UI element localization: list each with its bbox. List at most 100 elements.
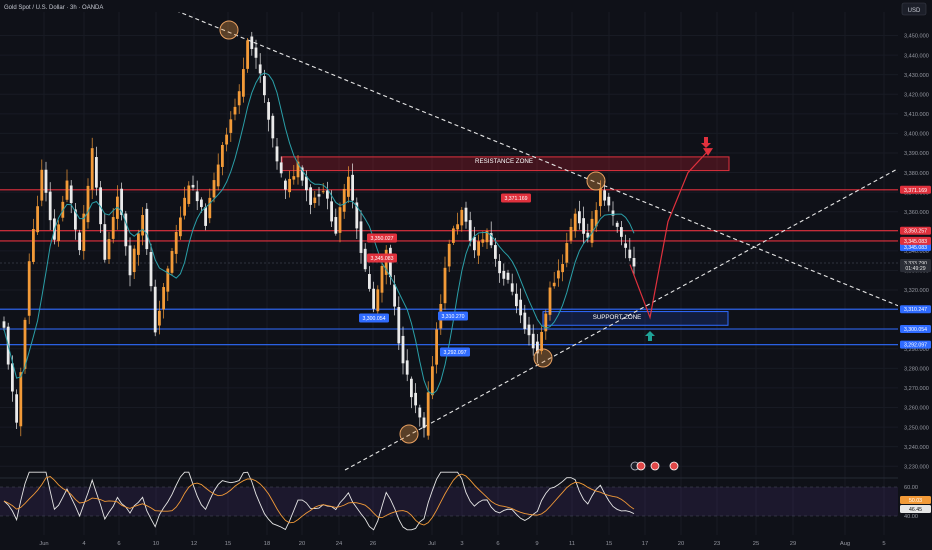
- candle-body: [565, 243, 569, 263]
- candle-body: [242, 69, 245, 97]
- price-tick-label: 3,400.000: [904, 132, 929, 138]
- currency-badge[interactable]: [901, 2, 927, 16]
- support-zone-label: SUPPORT ZONE: [593, 314, 642, 321]
- price-tick-label: 3,230.000: [904, 464, 929, 470]
- candle-body: [552, 282, 556, 287]
- price-tick-label: 3,450.000: [904, 34, 929, 40]
- time-tick-label: Jul: [428, 541, 435, 547]
- candle-body: [523, 312, 527, 330]
- flag-icon[interactable]: [650, 461, 660, 471]
- time-tick-label: 20: [299, 541, 305, 547]
- time-tick-label: Jun: [39, 541, 48, 547]
- price-label: 3,371.169: [504, 196, 527, 202]
- candle-body: [267, 102, 270, 120]
- time-tick-label: 4: [82, 541, 86, 547]
- rsi-tag-bg: [900, 496, 931, 504]
- projection-arrowhead: [703, 148, 713, 156]
- candle-body: [443, 267, 447, 304]
- candle-body: [191, 184, 195, 188]
- axis-tag-bg: [900, 340, 931, 349]
- price-tick-label: 3,250.000: [904, 425, 929, 431]
- candle-body: [275, 146, 279, 162]
- candle-body: [279, 162, 283, 174]
- candle-body: [271, 115, 275, 139]
- time-axis: Jun 4 6 10 12 15 18 20 24 26 Jul 3 6 9 11 15 17 20 23 25 29 A…: [39, 541, 885, 547]
- candle-body: [292, 176, 296, 180]
- time-tick-label: 10: [153, 541, 159, 547]
- candle-body: [410, 378, 413, 398]
- candle-body: [502, 270, 506, 279]
- candle-body: [300, 167, 304, 181]
- time-tick-label: 11: [569, 541, 575, 547]
- axis-tag: 3,345.083: [904, 239, 927, 245]
- axis-tag: 3,350.257: [904, 229, 927, 235]
- candle-body: [624, 243, 627, 248]
- price-tick-label: 3,390.000: [904, 151, 929, 157]
- candle-body: [237, 91, 241, 106]
- candle-body: [132, 248, 136, 273]
- price-tick-label: 3,380.000: [904, 171, 929, 177]
- rsi-band: [0, 487, 898, 516]
- time-tick-label: 5: [882, 541, 885, 547]
- candle-body: [536, 341, 539, 354]
- price-label-bg: [367, 233, 397, 243]
- descending-trendline: [149, 0, 899, 307]
- candle-body: [183, 197, 186, 216]
- candle-body: [2, 321, 6, 328]
- down-arrow-icon: [704, 137, 708, 143]
- candle-body: [573, 213, 577, 232]
- axis-tag-bg: [900, 264, 931, 273]
- candle-body: [468, 220, 472, 241]
- candle-body: [23, 319, 27, 369]
- candle-body: [498, 260, 501, 274]
- candle-body: [40, 169, 44, 201]
- time-tick-label: 15: [606, 541, 612, 547]
- candle-body: [153, 286, 157, 333]
- price-tick-label: 3,260.000: [904, 406, 929, 412]
- candle-body: [225, 134, 228, 145]
- candle-body: [569, 226, 573, 241]
- moving-average-line: [3, 72, 635, 395]
- candle-body: [187, 185, 191, 204]
- candle-body: [510, 283, 514, 292]
- resistance-zone-label: RESISTANCE ZONE: [475, 158, 533, 165]
- flag-icon[interactable]: [636, 461, 646, 471]
- candle-body: [99, 187, 102, 225]
- up-arrow-icon: [645, 331, 655, 336]
- candle-body: [586, 232, 590, 238]
- candle-body: [284, 180, 287, 190]
- time-tick-label: 6: [496, 541, 499, 547]
- candle-body: [607, 196, 611, 206]
- price-tick-label: 3,240.000: [904, 445, 929, 451]
- candle-body: [615, 222, 619, 227]
- candle-body: [397, 307, 401, 344]
- zones: [281, 156, 730, 326]
- candle-body: [527, 324, 531, 336]
- candle-body: [464, 207, 468, 222]
- candle-body: [15, 394, 18, 423]
- candle-body: [519, 299, 522, 316]
- candle-body: [174, 232, 178, 254]
- candle-body: [326, 190, 329, 199]
- price-label: 3,292.097: [443, 350, 466, 356]
- candle-body: [599, 188, 602, 207]
- down-arrow-icon: [701, 143, 711, 148]
- candle-body: [376, 289, 380, 312]
- candle-body: [380, 265, 384, 293]
- price-labels: 3,371.169 3,350.027 3,345.083 3,300.054 3,31…: [359, 193, 531, 357]
- candle-body: [296, 161, 300, 178]
- event-icons: [630, 461, 679, 471]
- candle-body: [313, 197, 317, 204]
- flag-icon[interactable]: [669, 461, 679, 471]
- candle-body: [263, 76, 266, 96]
- candle-body: [435, 329, 438, 365]
- candle-body: [321, 191, 325, 193]
- candle-body: [372, 288, 375, 309]
- time-tick-label: 26: [370, 541, 376, 547]
- candle-body: [447, 243, 451, 267]
- candle-body: [250, 36, 254, 49]
- candle-body: [578, 211, 581, 224]
- candle-body: [347, 176, 350, 197]
- pivot-circle: [399, 424, 419, 444]
